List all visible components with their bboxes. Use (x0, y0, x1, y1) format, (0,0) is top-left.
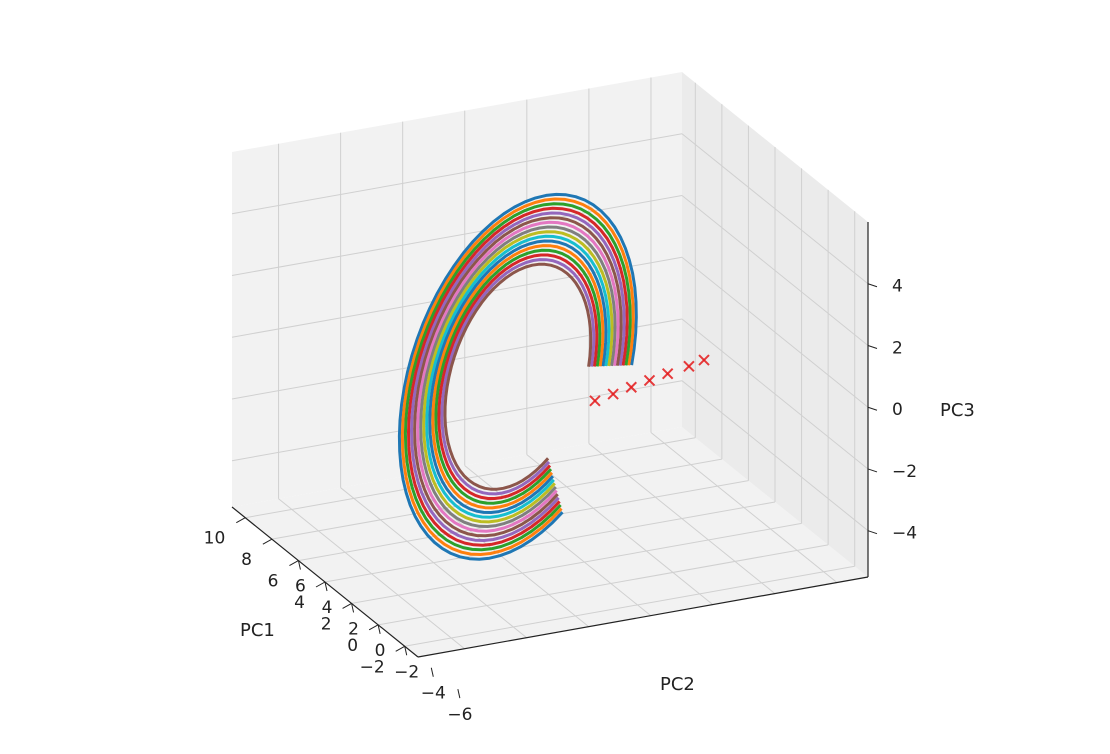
grid-line-x (378, 544, 829, 626)
fixed-point-marker (589, 395, 601, 407)
z-tick (867, 530, 878, 535)
trajectory-line (410, 211, 626, 542)
trajectory-line (428, 239, 608, 514)
grid-line-z (681, 380, 869, 532)
grid-line-z (681, 133, 869, 285)
y-tick (430, 667, 434, 677)
x-axis-label: PC1 (240, 620, 275, 641)
trajectory-line (419, 225, 617, 528)
grid-line-x (351, 522, 802, 604)
grid-line-y (526, 454, 714, 605)
x-tick (395, 645, 405, 652)
fixed-point-marker (643, 374, 656, 387)
z-tick-label: −2 (892, 462, 917, 482)
y-tick-label: 4 (322, 598, 333, 618)
fixed-point-marker (683, 360, 695, 373)
y-tick (377, 624, 381, 634)
trajectory-line (400, 197, 635, 556)
x-tick-label: −2 (360, 657, 385, 677)
fixed-point-markers (589, 354, 710, 407)
z-tick-label: 0 (892, 400, 903, 420)
grid-line-y (278, 498, 465, 650)
grid-line-x (404, 565, 855, 647)
y-tick (351, 603, 355, 613)
x-tick (368, 624, 379, 631)
trajectory-line (422, 230, 614, 524)
fixed-point-marker (625, 381, 638, 393)
grid-line-z (231, 380, 683, 462)
x-tick (236, 517, 246, 524)
grid-line-z (681, 195, 869, 346)
grid-line-z (681, 318, 869, 470)
fixed-point-marker (607, 388, 619, 400)
x-tick-label: 8 (241, 550, 252, 570)
y-tick-label: −2 (394, 662, 419, 682)
trajectory-lines (397, 192, 638, 561)
grid-line-y (650, 432, 838, 583)
fixed-point-marker (698, 354, 710, 366)
axis-panes (232, 72, 868, 657)
x-tick (289, 560, 299, 567)
trajectory-line (437, 253, 599, 500)
x-tick (342, 602, 352, 609)
x-tick-label: 4 (294, 593, 305, 613)
grid-line-y (340, 487, 527, 639)
grid-line-z (231, 194, 683, 276)
trajectory-line (413, 216, 623, 538)
z-axis-label: PC3 (940, 400, 975, 421)
x-tick (315, 581, 326, 588)
trajectory-line (440, 258, 596, 496)
z-tick (867, 406, 878, 411)
trajectory-line (407, 206, 629, 547)
y-tick-label: −4 (421, 684, 446, 704)
z-tick-label: −4 (892, 524, 917, 544)
grid-line-y (588, 443, 776, 594)
fixed-point-marker (661, 367, 674, 380)
trajectory-line (431, 244, 605, 510)
y-tick-label: 0 (375, 641, 386, 661)
z-tick (867, 283, 878, 288)
trajectory-line (443, 262, 593, 491)
y-tick (404, 646, 408, 656)
z-tick-label: 4 (892, 277, 903, 297)
trajectory-line (403, 202, 632, 552)
z-tick (867, 345, 878, 349)
y-tick (324, 581, 328, 592)
trajectory-line (425, 234, 611, 519)
grid-line-x (324, 501, 776, 583)
y-tick-label: 6 (295, 577, 306, 597)
x-tick-label: 2 (321, 614, 332, 634)
y-axis-label: PC2 (660, 674, 695, 695)
x-tick-label: 10 (204, 529, 226, 549)
y-tick-label: −6 (447, 705, 472, 725)
y-axis-line (417, 576, 869, 658)
trajectory-line (416, 220, 620, 533)
x-tick-label: 0 (347, 636, 358, 656)
y-tick (297, 560, 301, 570)
grid-line-z (681, 256, 869, 408)
grid-line-z (231, 133, 683, 215)
trajectory-line (434, 248, 602, 505)
grid-line-x (245, 437, 696, 519)
x-tick-label: 6 (268, 572, 279, 592)
z-tick-label: 2 (892, 339, 903, 359)
y-tick-label: 2 (348, 619, 359, 639)
trajectory-line (397, 192, 638, 561)
y-tick (457, 689, 461, 699)
z-tick (867, 468, 878, 473)
x-tick (262, 538, 273, 545)
